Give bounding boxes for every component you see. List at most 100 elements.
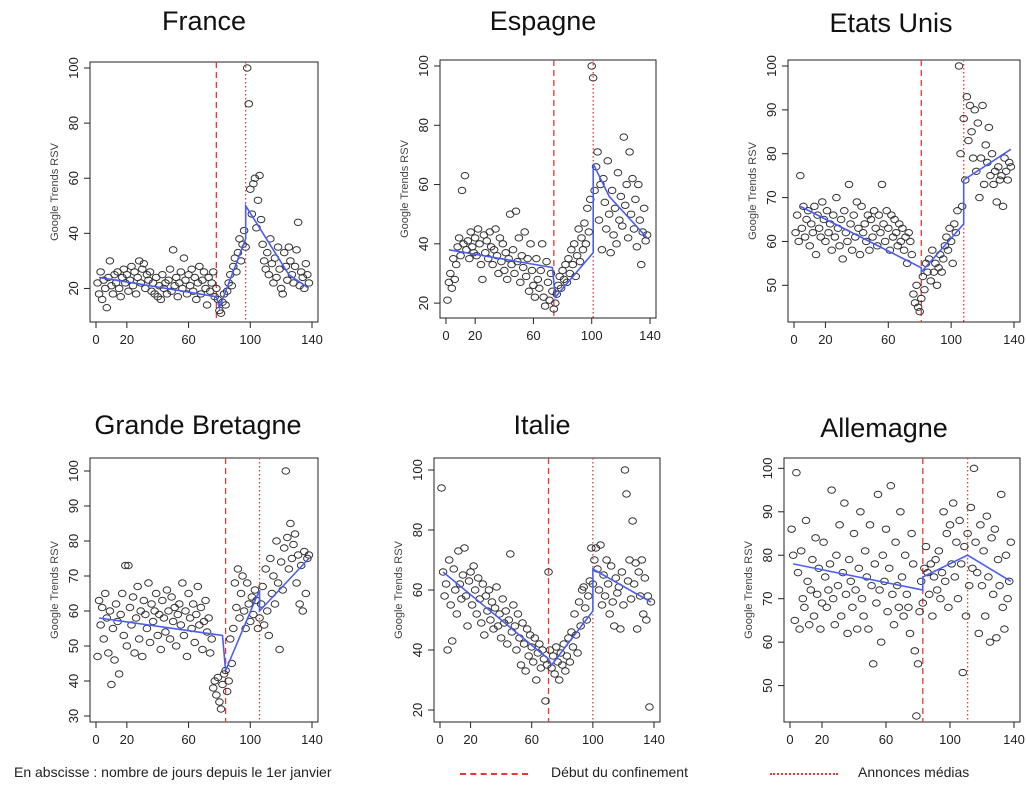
panel-3-ytick-label-1: 60 — [764, 234, 779, 248]
panel-3-point-137 — [1006, 163, 1016, 171]
panel-6-point-52 — [870, 560, 880, 568]
panel-1-point-137 — [304, 279, 314, 287]
panel-3-point-12 — [810, 202, 819, 211]
panel-1-point-6 — [102, 304, 112, 312]
panel-1-point-111 — [264, 270, 274, 279]
panel-2-point-27 — [482, 237, 492, 245]
panel-6-point-77 — [910, 647, 920, 655]
panel-4-point-18 — [121, 561, 130, 570]
panel-4-point-129 — [292, 579, 301, 587]
panel-4-point-38 — [151, 589, 161, 598]
panel-5-point-96 — [583, 592, 593, 600]
panel-3-fit-line — [799, 148, 1012, 275]
panel-4-point-44 — [161, 628, 170, 636]
panel-5-point-54 — [519, 640, 529, 648]
panel-6-ylabel: Google Trends RSV — [743, 540, 755, 638]
panel-2-point-38 — [498, 240, 508, 248]
panel-6-point-54 — [873, 490, 883, 499]
panel-5-point-105 — [597, 601, 607, 609]
panel-4-point-91 — [233, 565, 243, 573]
panel-1-point-29 — [137, 265, 147, 273]
panel-3-point-64 — [891, 228, 901, 237]
panel-2-point-5 — [450, 275, 460, 284]
panel-3-point-68 — [898, 224, 907, 232]
panel-4-point-121 — [279, 544, 289, 552]
panel-5-point-137 — [646, 598, 656, 606]
panel-2-point-46 — [510, 269, 519, 278]
panel-2-point-112 — [606, 249, 615, 257]
panel-6-point-96 — [940, 577, 950, 586]
panel-2-point-61 — [532, 254, 541, 263]
panel-2-point-128 — [629, 225, 639, 233]
panel-4-point-33 — [144, 579, 153, 587]
panel-3-point-49 — [868, 233, 877, 241]
panel-5-point-18 — [464, 577, 474, 585]
panel-2-point-122 — [620, 201, 630, 210]
panel-2-point-133 — [636, 260, 646, 269]
panel-1-point-136 — [303, 270, 312, 279]
panel-5-point-59 — [527, 643, 537, 651]
panel-6-point-91 — [932, 586, 942, 594]
panel-2-point-33 — [491, 225, 500, 233]
panel-3-ytick-label-2: 70 — [764, 190, 779, 204]
panel-6-point-117 — [974, 629, 984, 638]
panel-3-point-94 — [938, 255, 948, 263]
panel-2-point-129 — [631, 195, 640, 204]
panel-6-point-121 — [980, 612, 990, 620]
panel-4-point-31 — [141, 610, 150, 619]
panel-1-point-46 — [164, 276, 173, 284]
panel-3-xtick-label-3: 100 — [940, 332, 962, 347]
panel-4-point-85 — [224, 677, 233, 685]
panel-2-point-120 — [618, 222, 627, 230]
panel-4-point-52 — [173, 610, 183, 619]
panel-3-point-29 — [836, 215, 846, 224]
panel-6-point-89 — [929, 573, 939, 581]
panel-3-point-81 — [918, 272, 928, 281]
panel-1-ytick-label-3: 80 — [66, 116, 81, 130]
panel-3-point-69 — [899, 246, 909, 254]
panel-1-point-42 — [158, 270, 167, 279]
panel-6-point-2 — [790, 616, 800, 625]
panel-3-ytick-label-3: 80 — [764, 146, 779, 160]
panel-4-point-36 — [148, 617, 158, 626]
panel-5-point-22 — [470, 586, 480, 594]
panel-6-point-107 — [958, 668, 968, 677]
panel-2-point-106 — [597, 246, 607, 254]
panel-6-point-94 — [937, 568, 947, 577]
panel-6-point-135 — [1003, 594, 1012, 603]
panel-1-point-104 — [253, 196, 263, 204]
panel-2-point-64 — [536, 266, 546, 275]
panel-5-fit-line — [442, 567, 652, 667]
panel-6-point-82 — [918, 599, 928, 607]
panel-5-point-28 — [480, 631, 489, 639]
panel-5-ytick-label-0: 20 — [410, 703, 425, 717]
panel-4-point-107 — [258, 582, 267, 591]
panel-4-point-84 — [222, 687, 232, 696]
panel-3-point-2 — [794, 237, 804, 246]
panel-6-point-103 — [952, 538, 961, 546]
panel-6-point-76 — [908, 560, 918, 568]
panel-1-point-56 — [179, 254, 189, 262]
panel-3-point-42 — [857, 202, 866, 211]
panel-2-point-110 — [603, 157, 613, 165]
panel-1-point-3 — [97, 295, 107, 304]
panel-5-point-62 — [532, 676, 541, 684]
panel-3-point-120 — [979, 180, 989, 189]
panel-2-point-39 — [499, 266, 509, 275]
panel-2-point-90 — [574, 225, 583, 233]
panel-4-point-73 — [205, 649, 215, 657]
panel-6-point-44 — [857, 594, 867, 603]
panel-6-point-21 — [820, 573, 830, 581]
panel-3-point-25 — [830, 233, 840, 241]
panel-1-point-25 — [131, 290, 141, 298]
panel-4-point-3 — [97, 603, 107, 612]
panel-3-point-86 — [926, 277, 936, 285]
panel-5-point-119 — [619, 601, 628, 609]
panel-4-ytick-label-0: 30 — [66, 709, 81, 723]
panel-5-point-49 — [512, 646, 521, 654]
panel-4-point-63 — [190, 638, 200, 647]
panel-4-point-4 — [99, 635, 109, 643]
panel-5-xtick-label-1: 20 — [463, 732, 477, 747]
panel-4-point-29 — [137, 652, 147, 661]
panel-5-ylabel: Google Trends RSV — [393, 540, 405, 638]
